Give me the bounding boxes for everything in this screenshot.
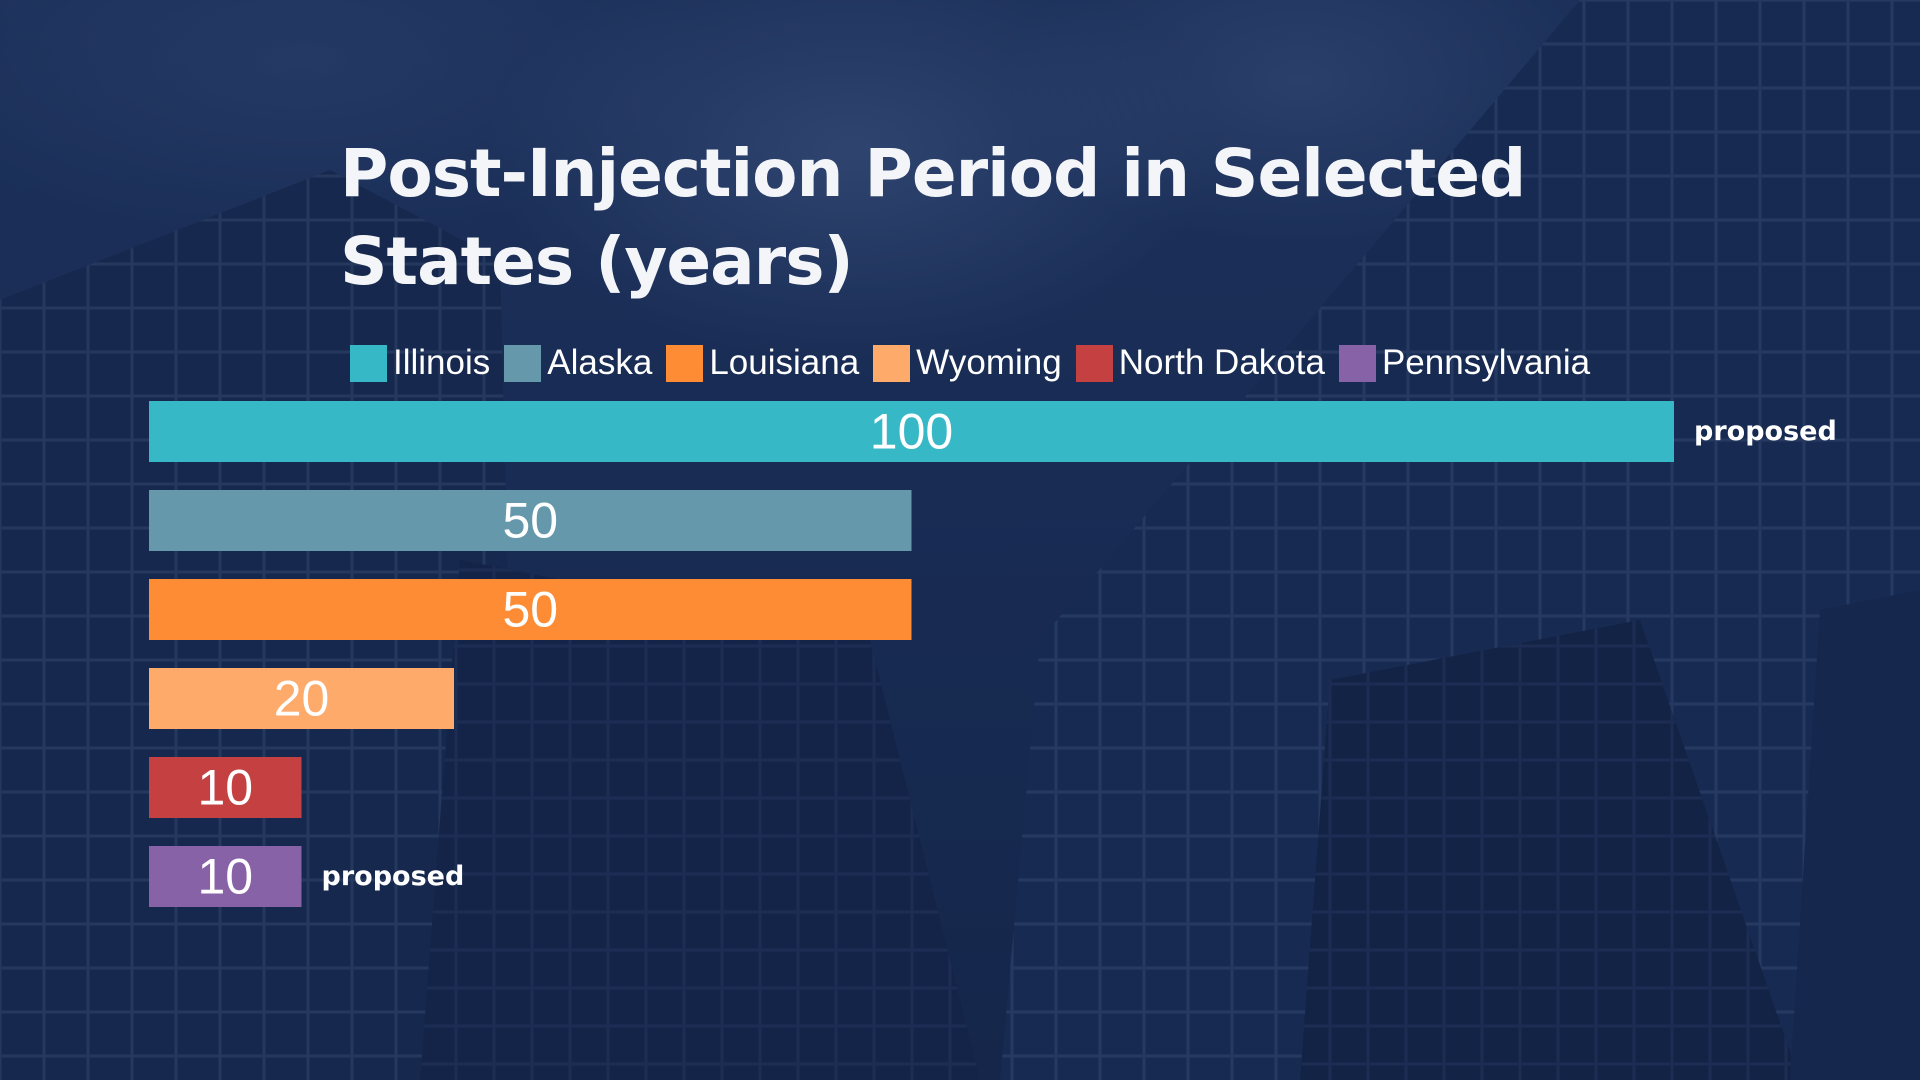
legend-item-north-dakota: North Dakota xyxy=(1075,343,1325,383)
bar-wyoming xyxy=(149,668,454,729)
bar-value-label-north-dakota: 10 xyxy=(197,760,253,816)
legend-item-pennsylvania: Pennsylvania xyxy=(1338,343,1591,383)
legend-item-illinois: Illinois xyxy=(350,343,490,383)
chart-title: Post-Injection Period in Selected States… xyxy=(340,135,1526,300)
legend-label: Illinois xyxy=(393,343,491,382)
legend-label: Louisiana xyxy=(709,343,860,382)
legend-swatch xyxy=(666,344,704,382)
bar-note-pennsylvania: proposed xyxy=(322,861,465,892)
legend-item-alaska: Alaska xyxy=(504,343,652,383)
bar-note-illinois: proposed xyxy=(1694,416,1837,447)
legend-item-wyoming: Wyoming xyxy=(873,343,1062,383)
bar-louisiana xyxy=(149,579,912,640)
bar-illinois xyxy=(149,401,1674,462)
legend-swatch xyxy=(1075,344,1113,382)
chart-legend: Illinois Alaska Louisiana Wyoming North Dako… xyxy=(350,338,1604,388)
legend-item-louisiana: Louisiana xyxy=(666,343,859,383)
legend-label: Pennsylvania xyxy=(1381,343,1591,382)
bar-value-label-louisiana: 50 xyxy=(502,582,558,638)
legend-label: Wyoming xyxy=(916,343,1062,382)
bar-north-dakota xyxy=(149,757,302,818)
bar-value-label-wyoming: 20 xyxy=(274,671,330,727)
bar-value-label-alaska: 50 xyxy=(502,493,558,549)
legend-swatch xyxy=(873,344,911,382)
bar-value-label-pennsylvania: 10 xyxy=(197,849,253,905)
legend-label: Alaska xyxy=(547,343,653,382)
bar-alaska xyxy=(149,490,912,551)
bar-value-label-illinois: 100 xyxy=(870,404,953,460)
legend-swatch xyxy=(504,344,542,382)
bar-pennsylvania xyxy=(149,846,302,907)
legend-swatch xyxy=(1338,344,1376,382)
legend-swatch xyxy=(350,344,387,382)
legend-label: North Dakota xyxy=(1118,343,1325,382)
